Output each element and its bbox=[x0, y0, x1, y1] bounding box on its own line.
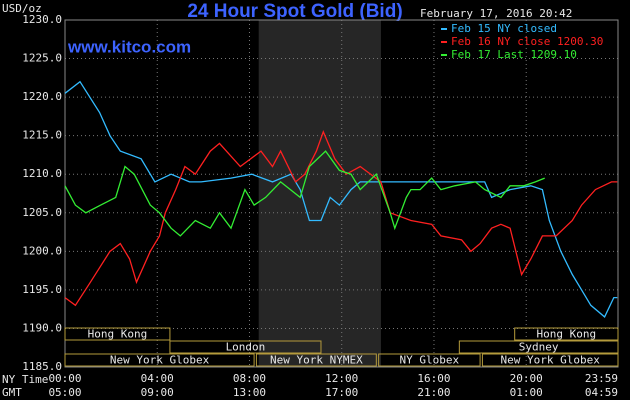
session-box bbox=[64, 353, 255, 367]
session-box bbox=[378, 353, 481, 367]
session-label: Hong Kong bbox=[537, 328, 597, 341]
session-label: Sydney bbox=[519, 341, 559, 354]
x2-tick-label: 05:00 bbox=[48, 386, 81, 399]
chart-title: 24 Hour Spot Gold (Bid) bbox=[187, 1, 402, 22]
legend-label: Feb 15 NY closed bbox=[451, 22, 557, 35]
session-box bbox=[169, 340, 322, 354]
session-label: New York NYMEX bbox=[270, 354, 363, 367]
session-box bbox=[514, 327, 619, 341]
x-axis-label: NY Time bbox=[2, 373, 48, 386]
x-tick-label: 00:00 bbox=[48, 372, 81, 385]
site-label: www.kitco.com bbox=[67, 37, 191, 56]
unit-label: USD/oz bbox=[2, 2, 42, 15]
series-line bbox=[64, 80, 618, 318]
y-tick-label: 1215.0 bbox=[22, 129, 62, 142]
series-line bbox=[64, 150, 545, 237]
timestamp: February 17, 2016 20:42 bbox=[420, 7, 572, 20]
y-tick-label: 1220.0 bbox=[22, 90, 62, 103]
x2-axis-label: GMT bbox=[2, 386, 22, 399]
session-box bbox=[64, 327, 171, 341]
session-box bbox=[481, 353, 619, 367]
session-label: London bbox=[226, 341, 266, 354]
y-tick-label: 1185.0 bbox=[22, 360, 62, 373]
y-tick-label: 1230.0 bbox=[22, 13, 62, 26]
session-box bbox=[255, 353, 377, 367]
x-tick-label: 12:00 bbox=[325, 372, 358, 385]
plot-frame bbox=[64, 19, 619, 368]
x2-tick-label: 17:00 bbox=[325, 386, 358, 399]
y-tick-label: 1205.0 bbox=[22, 206, 62, 219]
x2-tick-label: 13:00 bbox=[233, 386, 266, 399]
y-tick-label: 1190.0 bbox=[22, 321, 62, 334]
session-label: New York Globex bbox=[110, 354, 210, 367]
x2-tick-label: 21:00 bbox=[417, 386, 450, 399]
x-tick-label: 04:00 bbox=[141, 372, 174, 385]
session-label: New York Globex bbox=[501, 354, 601, 367]
session-box bbox=[458, 340, 619, 354]
legend-label: Feb 17 Last 1209.10 bbox=[451, 48, 577, 61]
legend-label: Feb 16 NY close 1200.30 bbox=[451, 35, 603, 48]
x-tick-label: 16:00 bbox=[417, 372, 450, 385]
highlight-band bbox=[258, 20, 381, 367]
series-line bbox=[64, 130, 618, 307]
session-label: Hong Kong bbox=[88, 328, 148, 341]
x2-tick-label: 01:00 bbox=[510, 386, 543, 399]
x-tick-label: 20:00 bbox=[510, 372, 543, 385]
y-tick-label: 1195.0 bbox=[22, 283, 62, 296]
y-tick-label: 1210.0 bbox=[22, 167, 62, 180]
session-label: NY Globex bbox=[400, 354, 460, 367]
x-tick-label: 08:00 bbox=[233, 372, 266, 385]
x2-tick-label: 09:00 bbox=[141, 386, 174, 399]
x2-tick-label: 04:59 bbox=[585, 386, 618, 399]
y-tick-label: 1200.0 bbox=[22, 244, 62, 257]
x-tick-label: 23:59 bbox=[585, 372, 618, 385]
y-tick-label: 1225.0 bbox=[22, 52, 62, 65]
